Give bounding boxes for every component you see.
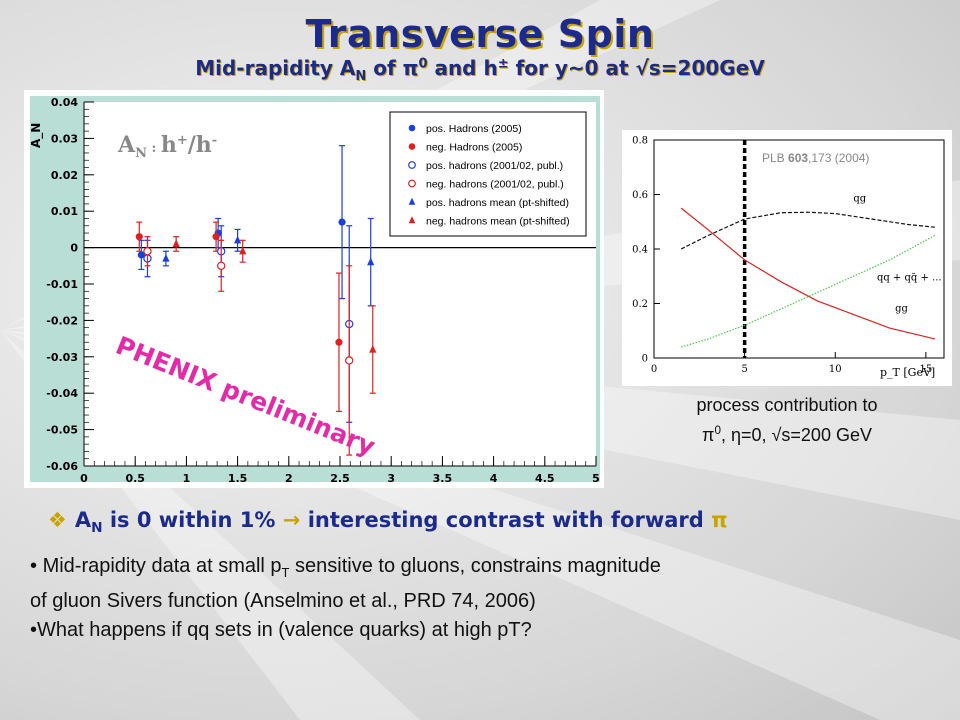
legend-label: pos. hadrons mean (pt-shifted): [426, 197, 569, 209]
x-tick-label: 1: [183, 472, 191, 485]
x-tick-label: 4: [490, 472, 498, 485]
legend-label: neg. hadrons mean (pt-shifted): [426, 216, 570, 228]
legend-marker: [408, 124, 416, 132]
inset-y-tick-label: 0.8: [632, 136, 648, 147]
inset-caption-line2: π0, η=0, √s=200 GeV: [702, 424, 872, 445]
bullet-2: •What happens if qq sets in (valence qua…: [30, 619, 532, 641]
legend-label: pos. Hadrons (2005): [426, 123, 522, 135]
curve-gg: [680, 207, 936, 340]
data-point: [345, 356, 354, 365]
inset-background: [622, 130, 952, 386]
in-plot-label: AN : h+/h-: [117, 132, 217, 161]
inset-x-tick-label: 0: [651, 364, 657, 375]
inset-caption-line1: process contribution to: [696, 395, 878, 415]
data-point: [239, 246, 247, 255]
y-tick-label: -0.01: [46, 278, 78, 291]
y-tick-label: 0: [70, 242, 78, 255]
inset-y-tick-label: 0.4: [632, 245, 648, 256]
legend-label: neg. hadrons (2001/02, publ.): [426, 179, 564, 191]
curve-label: qg: [853, 193, 866, 204]
inset-caption: process contribution to π0, η=0, √s=200 …: [624, 392, 950, 448]
inset-y-tick-label: 0.2: [632, 299, 648, 310]
data-point: [143, 247, 152, 256]
bullet-diamond-icon: ❖: [48, 508, 67, 532]
inset-y-tick-label: 0: [642, 354, 648, 365]
data-point: [135, 233, 143, 241]
inset-x-tick-label: 15: [920, 364, 933, 375]
legend-marker: [408, 216, 416, 224]
y-tick-label: -0.04: [46, 387, 78, 400]
legend-box: [389, 111, 587, 237]
key-finding-headline: ❖ AN is 0 within 1% → interesting contras…: [48, 508, 728, 537]
y-tick-label: -0.03: [46, 351, 78, 364]
citation-label: PLB 603,173 (2004): [762, 151, 869, 165]
y-tick-label: 0.01: [51, 205, 78, 218]
inset-x-tick-label: 5: [741, 364, 747, 375]
legend-label: pos. hadrons (2001/02, publ.): [426, 160, 563, 172]
inset-x-axis-label: p_T [GeV]: [880, 366, 935, 379]
x-tick-label: 1.5: [228, 472, 248, 485]
curve-label: qq + qq̄ + ...: [877, 272, 942, 283]
y-tick-label: -0.05: [46, 424, 78, 437]
bullet-1-continued: of gluon Sivers function (Anselmino et a…: [30, 590, 536, 612]
data-point: [212, 233, 220, 241]
body-text: • Mid-rapidity data at small pT sensitiv…: [30, 552, 930, 645]
legend-label: neg. Hadrons (2005): [426, 142, 522, 154]
legend-marker: [408, 161, 416, 169]
curve-label: gg: [895, 304, 908, 315]
x-tick-label: 0.5: [125, 472, 145, 485]
data-point: [137, 251, 145, 259]
x-tick-label: 4.5: [535, 472, 555, 485]
x-tick-label: 2: [285, 472, 293, 485]
process-contribution-plot: 0 0.2 0.4 0.6 0.8 0 5 10 15 qg qq + qq̄ + ... gg P…: [622, 130, 952, 386]
x-tick-label: 0: [80, 472, 88, 485]
legend-marker: [408, 143, 416, 150]
data-point: [369, 344, 377, 353]
data-point: [217, 261, 226, 270]
slide-title: Transverse Spin: [305, 12, 655, 56]
data-point: [338, 218, 346, 226]
data-point: [335, 338, 343, 346]
data-point: [162, 253, 170, 262]
slide-subtitle: Mid-rapidity AN of π0 and h± for y~0 at …: [195, 56, 765, 84]
data-point: [172, 239, 180, 248]
legend-marker: [408, 179, 416, 188]
an-asymmetry-plot: 0.04 0.03 0.02 0.01 0 -0.01 -0.02 -0.03 -0.04 -0.…: [24, 90, 604, 488]
inset-y-tick-label: 0.6: [632, 190, 648, 201]
y-tick-label: 0.03: [51, 132, 78, 145]
y-axis-label: A_N: [29, 123, 44, 148]
x-tick-label: 2.5: [330, 472, 350, 485]
curve-qg: [680, 211, 935, 250]
arrow-icon: →: [282, 508, 301, 532]
legend-marker: [408, 197, 416, 205]
x-tick-label: 3: [387, 472, 395, 485]
y-tick-label: 0.02: [51, 169, 78, 182]
data-point: [367, 257, 375, 266]
x-tick-label: 3.5: [433, 472, 453, 485]
bullet-1: • Mid-rapidity data at small pT sensitiv…: [30, 555, 661, 580]
y-tick-label: -0.06: [46, 460, 78, 473]
curve-qqqq: [681, 234, 936, 348]
inset-x-tick-label: 10: [829, 364, 842, 375]
y-tick-label: 0.04: [51, 96, 78, 109]
x-tick-label: 5: [592, 472, 600, 485]
data-point: [234, 235, 242, 244]
y-tick-label: -0.02: [46, 314, 78, 327]
